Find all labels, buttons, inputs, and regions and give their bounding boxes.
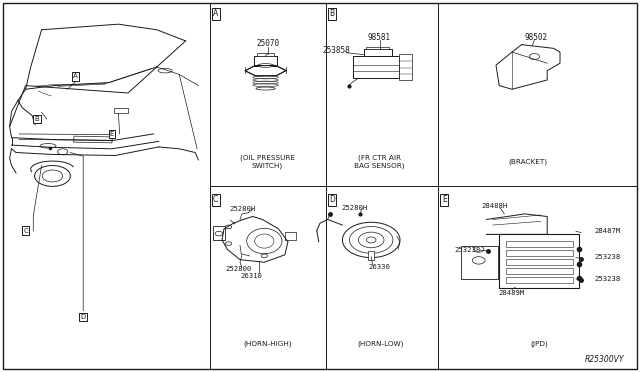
- Text: 26330: 26330: [368, 264, 390, 270]
- Bar: [285, 232, 296, 240]
- Ellipse shape: [257, 64, 274, 67]
- Text: C: C: [23, 228, 28, 234]
- Circle shape: [225, 242, 232, 246]
- Text: 25280H: 25280H: [341, 205, 367, 211]
- Text: (JPD): (JPD): [530, 341, 548, 347]
- Text: (OIL PRESSURE
SWITCH): (OIL PRESSURE SWITCH): [240, 155, 295, 169]
- Text: 253238: 253238: [595, 276, 621, 282]
- Ellipse shape: [158, 68, 172, 73]
- Text: A: A: [73, 73, 78, 79]
- Bar: [368, 251, 374, 260]
- Text: 28488H: 28488H: [481, 203, 508, 209]
- Ellipse shape: [342, 222, 400, 257]
- Text: 98502: 98502: [525, 33, 548, 42]
- Bar: [506, 277, 573, 283]
- Text: (HORN-HIGH): (HORN-HIGH): [243, 341, 292, 347]
- Text: E: E: [442, 195, 447, 204]
- Text: 98581: 98581: [368, 33, 391, 42]
- Bar: [74, 136, 113, 143]
- Text: 252800: 252800: [225, 266, 252, 272]
- Bar: [499, 234, 579, 288]
- Bar: [257, 53, 274, 56]
- Text: B: B: [330, 9, 335, 18]
- Bar: [506, 250, 573, 256]
- Text: D: D: [329, 195, 335, 204]
- Text: 28489M: 28489M: [499, 290, 525, 296]
- Text: C: C: [213, 195, 218, 204]
- Bar: [461, 246, 498, 279]
- Text: 25070: 25070: [256, 39, 279, 48]
- Text: 253858: 253858: [322, 46, 350, 55]
- Circle shape: [215, 231, 223, 236]
- Bar: [399, 54, 412, 80]
- Text: 253238: 253238: [595, 254, 621, 260]
- Text: E: E: [110, 131, 114, 137]
- Circle shape: [529, 54, 540, 60]
- Bar: [213, 226, 225, 240]
- Text: A: A: [213, 9, 218, 18]
- Text: (HORN-LOW): (HORN-LOW): [358, 341, 404, 347]
- Ellipse shape: [256, 87, 275, 90]
- Text: 25280H: 25280H: [229, 206, 255, 212]
- Circle shape: [225, 225, 232, 229]
- Text: D: D: [81, 314, 86, 320]
- Text: (BRACKET): (BRACKET): [509, 158, 547, 165]
- Text: 28487M: 28487M: [595, 228, 621, 234]
- Bar: [506, 268, 573, 274]
- Bar: [366, 47, 389, 49]
- Text: 26310: 26310: [241, 273, 262, 279]
- Circle shape: [472, 257, 485, 264]
- Text: (FR CTR AIR
BAG SENSOR): (FR CTR AIR BAG SENSOR): [355, 155, 404, 169]
- Bar: [114, 108, 128, 113]
- Circle shape: [474, 246, 484, 252]
- Bar: [254, 56, 277, 66]
- Text: 253238: 253238: [454, 247, 481, 253]
- Bar: [364, 49, 392, 56]
- Bar: [353, 56, 399, 78]
- Text: R25300VY: R25300VY: [584, 355, 624, 364]
- Circle shape: [261, 254, 268, 258]
- Bar: [506, 241, 573, 247]
- Text: B: B: [35, 116, 40, 122]
- Bar: [506, 259, 573, 265]
